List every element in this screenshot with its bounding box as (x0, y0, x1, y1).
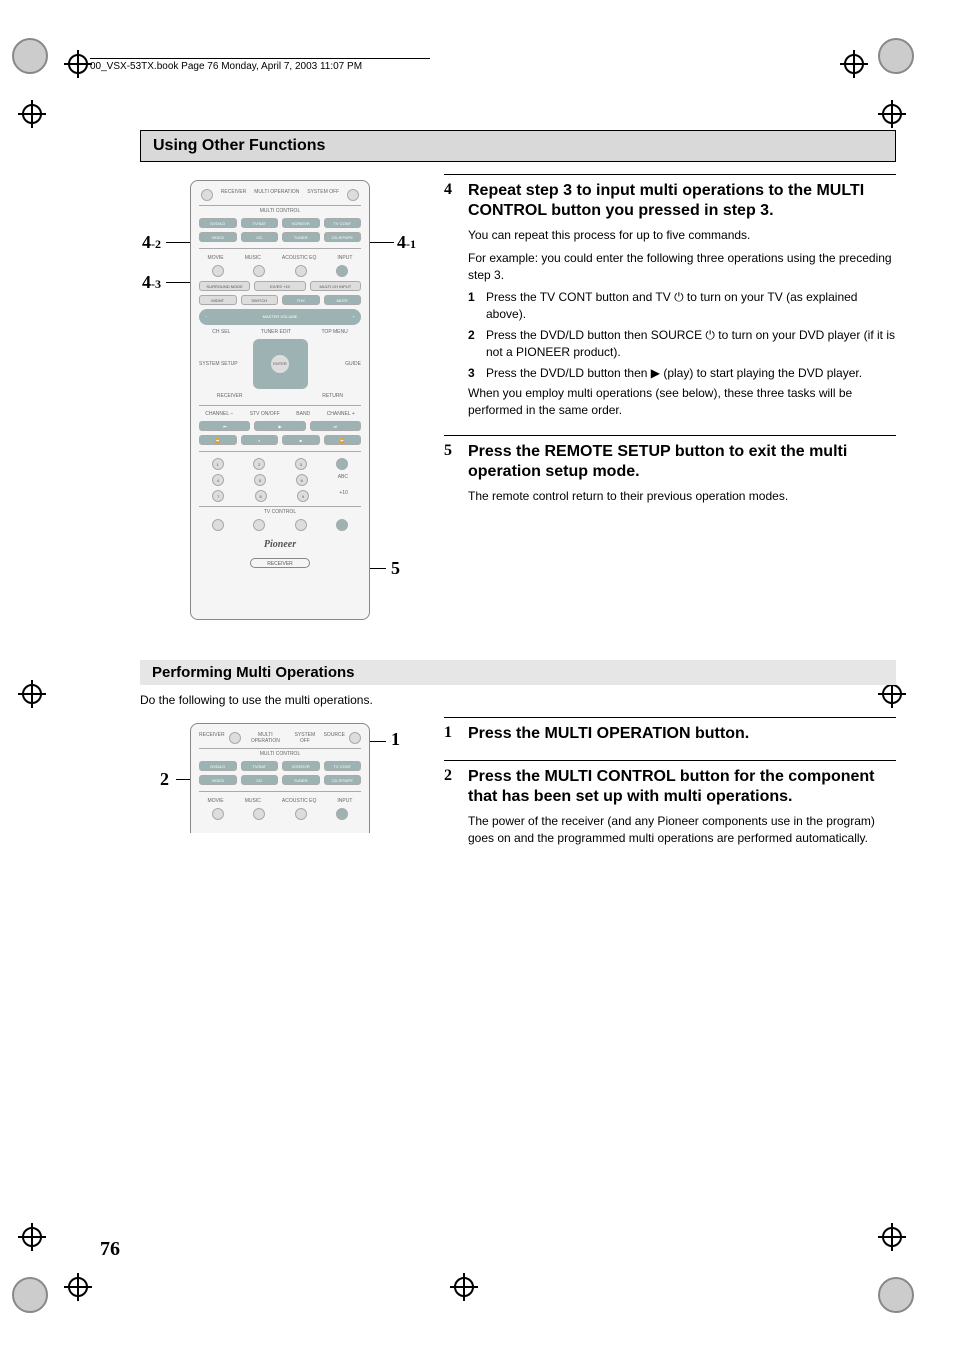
intro-text: Do the following to use the multi operat… (140, 693, 896, 707)
step-title: Press the MULTI CONTROL button for the c… (468, 767, 896, 807)
numbered-list: 1Press the TV CONT button and TV ⏻ to tu… (468, 289, 896, 381)
step-text: The remote control return to their previ… (468, 488, 896, 505)
remote-control-figure: 4-2 4-3 4-1 5 RECEIVERMULTI OPERATIONSYS… (190, 180, 370, 620)
step-text: You can repeat this process for up to fi… (468, 227, 896, 244)
step-title: Repeat step 3 to input multi operations … (468, 181, 896, 221)
step-title: Press the MULTI OPERATION button. (468, 724, 749, 744)
section-subheader: Performing Multi Operations (140, 660, 896, 685)
step-text: When you employ multi operations (see be… (468, 385, 896, 419)
step-b2: 2 Press the MULTI CONTROL button for the… (444, 760, 896, 847)
callout-4-1: 4-1 (397, 232, 416, 253)
section-header: Using Other Functions (140, 130, 896, 162)
callout-b2: 2 (160, 769, 169, 790)
step-title: Press the REMOTE SETUP button to exit th… (468, 442, 896, 482)
remote-illustration-col-2: 1 2 RECEIVERMULTI OPERATIONSYSTEM OFFSOU… (140, 717, 420, 863)
steps-upper: 4 Repeat step 3 to input multi operation… (444, 174, 896, 620)
page-content: Using Other Functions 4-2 4-3 4-1 5 RECE… (140, 130, 896, 1271)
remote-control-figure-2: 1 2 RECEIVERMULTI OPERATIONSYSTEM OFFSOU… (190, 723, 370, 833)
callout-4-2: 4-2 (142, 232, 161, 253)
step-text: The power of the receiver (and any Pione… (468, 813, 896, 847)
step-number: 4 (444, 181, 460, 221)
step-number: 5 (444, 442, 460, 482)
upper-two-column: 4-2 4-3 4-1 5 RECEIVERMULTI OPERATIONSYS… (140, 174, 896, 620)
page-number: 76 (100, 1238, 120, 1261)
callout-4-3: 4-3 (142, 272, 161, 293)
step-5: 5 Press the REMOTE SETUP button to exit … (444, 435, 896, 505)
lower-two-column: 1 2 RECEIVERMULTI OPERATIONSYSTEM OFFSOU… (140, 717, 896, 863)
step-number: 2 (444, 767, 460, 807)
remote-illustration-col: 4-2 4-3 4-1 5 RECEIVERMULTI OPERATIONSYS… (140, 174, 420, 620)
step-b1: 1 Press the MULTI OPERATION button. (444, 717, 896, 744)
step-text: For example: you could enter the followi… (468, 250, 896, 284)
callout-b1: 1 (391, 729, 400, 750)
step-4: 4 Repeat step 3 to input multi operation… (444, 174, 896, 419)
steps-lower: 1 Press the MULTI OPERATION button. 2 Pr… (444, 717, 896, 863)
step-number: 1 (444, 724, 460, 744)
book-header: 00_VSX-53TX.book Page 76 Monday, April 7… (90, 58, 430, 72)
callout-5: 5 (391, 558, 400, 579)
